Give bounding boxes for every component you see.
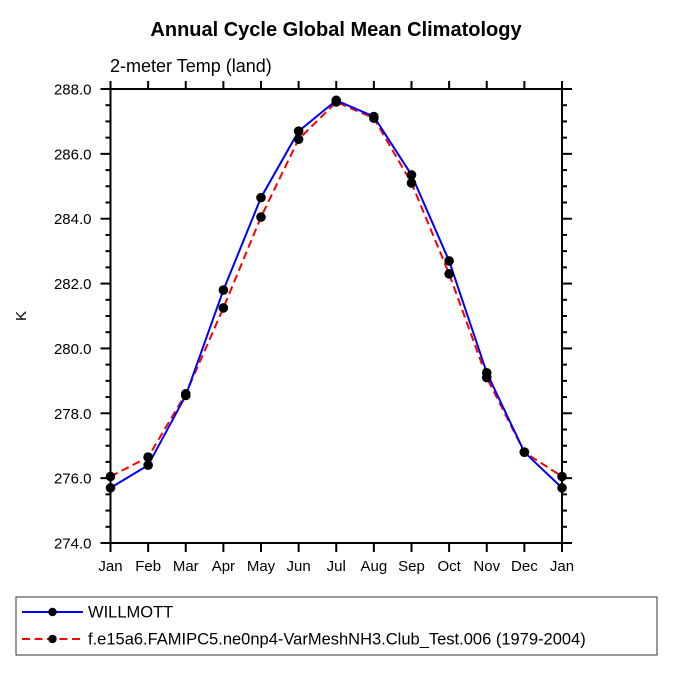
data-point-s1 <box>406 178 417 188</box>
plot-border <box>109 88 563 544</box>
x-tick-label: Nov <box>473 558 500 575</box>
y-axis-label: K <box>13 311 30 321</box>
chart-subtitle: 2-meter Temp (land) <box>110 56 272 76</box>
y-tick-label: 280.0 <box>54 341 92 358</box>
y-tick-label: 278.0 <box>54 406 92 423</box>
legend-label-1: f.e15a6.FAMIPC5.ne0np4-VarMeshNH3.Club_T… <box>88 631 586 649</box>
x-tick-label: Sep <box>398 558 425 575</box>
x-tick-label: Feb <box>135 558 161 575</box>
x-tick-label: Apr <box>212 558 235 575</box>
y-tick-labels: 274.0 276.0 278.0 280.0 282.0 284.0 286.0 288.0 <box>54 82 92 553</box>
y-tick-label: 284.0 <box>54 211 92 228</box>
data-point-s0 <box>143 460 153 470</box>
data-point-s0 <box>256 192 266 203</box>
data-point-s0 <box>105 483 116 493</box>
data-point-s1 <box>519 447 530 458</box>
x-tick-label: May <box>247 558 276 575</box>
x-tick-label: Mar <box>173 558 199 575</box>
y-tick-label: 274.0 <box>54 536 92 553</box>
legend-marker-1 <box>48 634 57 644</box>
legend-marker-0 <box>48 607 57 617</box>
x-tick-label: Jun <box>287 558 311 575</box>
x-tick-label: Jan <box>98 558 122 575</box>
y-tick-label: 282.0 <box>54 276 92 293</box>
data-point-s1 <box>331 97 342 107</box>
data-point-s1 <box>105 471 116 482</box>
data-point-s1 <box>293 134 304 145</box>
x-tick-label: Jan <box>550 558 574 575</box>
data-point-s0 <box>406 170 417 180</box>
data-point-s1 <box>218 303 229 313</box>
x-tick-label: Jul <box>327 558 346 575</box>
data-point-s0 <box>293 126 304 136</box>
legend: WILLMOTT f.e15a6.FAMIPC5.ne0np4-VarMeshNH… <box>15 596 658 656</box>
legend-box <box>15 596 658 656</box>
series-line-0 <box>109 99 563 489</box>
data-point-s1 <box>557 471 567 482</box>
series-line-1 <box>110 100 563 478</box>
data-markers <box>105 95 567 493</box>
chart-title: Annual Cycle Global Mean Climatology <box>150 19 522 41</box>
x-tick-label: Dec <box>511 558 538 575</box>
legend-label-0: WILLMOTT <box>88 604 173 622</box>
data-point-s0 <box>557 483 567 493</box>
y-tick-label: 276.0 <box>54 471 92 488</box>
data-point-s1 <box>143 452 153 462</box>
x-tick-label: Aug <box>361 558 388 575</box>
data-point-s1 <box>369 113 379 123</box>
data-point-s1 <box>256 212 266 222</box>
data-point-s0 <box>444 256 454 266</box>
x-tick-labels: Jan Feb Mar Apr May Jun Jul Aug Sep Oct Nov Dec Jan <box>98 558 574 575</box>
x-tick-label: Oct <box>437 558 461 575</box>
data-point-s1 <box>444 269 454 279</box>
y-tick-label: 286.0 <box>54 146 92 163</box>
data-point-s1 <box>481 372 492 383</box>
data-series <box>109 99 563 489</box>
plot-frame <box>109 88 563 544</box>
axis-ticks <box>100 81 572 552</box>
data-point-s0 <box>218 285 229 295</box>
data-point-s1 <box>180 389 191 399</box>
y-tick-label: 288.0 <box>54 82 92 99</box>
